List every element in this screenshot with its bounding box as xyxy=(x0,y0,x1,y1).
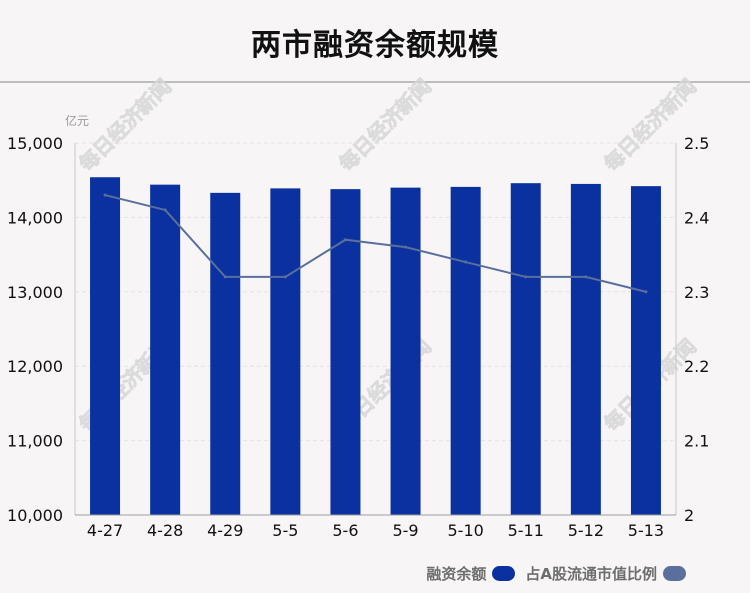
right-tick-label: 2 xyxy=(684,506,694,525)
left-tick-label: 11,000 xyxy=(7,432,63,451)
legend-swatch-bar xyxy=(492,566,516,581)
ratio-point xyxy=(223,275,227,279)
ratio-point xyxy=(163,208,167,212)
chart-legend: 融资余额 占A股流通市值比例 xyxy=(426,563,686,584)
bar xyxy=(450,186,481,515)
bar xyxy=(270,188,301,515)
bar xyxy=(90,177,121,515)
left-tick-label: 12,000 xyxy=(7,357,63,376)
right-tick-label: 2.5 xyxy=(684,134,709,153)
legend-item-ratio: 占A股流通市值比例 xyxy=(525,563,686,584)
ratio-line xyxy=(104,194,647,293)
legend-label-ratio: 占A股流通市值比例 xyxy=(525,565,657,583)
title-divider xyxy=(0,81,750,83)
watermark-text: 每日经济新闻 xyxy=(74,74,176,176)
left-tick-label: 13,000 xyxy=(7,283,63,302)
category-label: 5-11 xyxy=(508,521,544,540)
legend-label-financing-balance: 融资余额 xyxy=(426,565,487,583)
bar xyxy=(150,184,181,515)
chart-title: 两市融资余额规模 xyxy=(251,28,499,63)
left-tick-label: 14,000 xyxy=(7,208,63,227)
watermark-text: 每日经济新闻 xyxy=(334,74,436,176)
legend-item-financing-balance: 融资余额 xyxy=(426,563,516,584)
ratio-point xyxy=(464,260,468,264)
category-label: 5-5 xyxy=(272,521,298,540)
category-label: 5-13 xyxy=(628,521,664,540)
category-label: 4-27 xyxy=(87,521,123,540)
bar xyxy=(510,183,541,515)
left-tick-label: 15,000 xyxy=(7,134,63,153)
ratio-point xyxy=(584,275,588,279)
right-tick-label: 2.1 xyxy=(684,432,709,451)
ratio-point xyxy=(103,193,107,197)
right-tick-label: 2.2 xyxy=(684,357,709,376)
left-tick-label: 10,000 xyxy=(7,506,63,525)
category-label: 4-28 xyxy=(147,521,183,540)
left-axis-unit: 亿元 xyxy=(65,113,89,128)
ratio-point xyxy=(524,275,528,279)
bar xyxy=(210,192,241,515)
ratio-point xyxy=(404,245,408,249)
legend-swatch-line xyxy=(663,566,686,581)
category-label: 5-10 xyxy=(447,521,483,540)
right-tick-label: 2.3 xyxy=(684,283,709,302)
category-label: 5-12 xyxy=(568,521,604,540)
watermark-text: 每日经济新闻 xyxy=(599,74,701,176)
bar xyxy=(330,189,361,516)
category-label: 5-6 xyxy=(332,521,358,540)
category-label: 4-29 xyxy=(207,521,243,540)
ratio-point xyxy=(644,290,648,294)
right-tick-label: 2.4 xyxy=(684,208,709,227)
bar xyxy=(390,187,421,515)
ratio-point xyxy=(343,238,347,242)
bar xyxy=(570,183,601,516)
category-label: 5-9 xyxy=(392,521,418,540)
ratio-point xyxy=(283,275,287,279)
bar xyxy=(630,186,661,516)
